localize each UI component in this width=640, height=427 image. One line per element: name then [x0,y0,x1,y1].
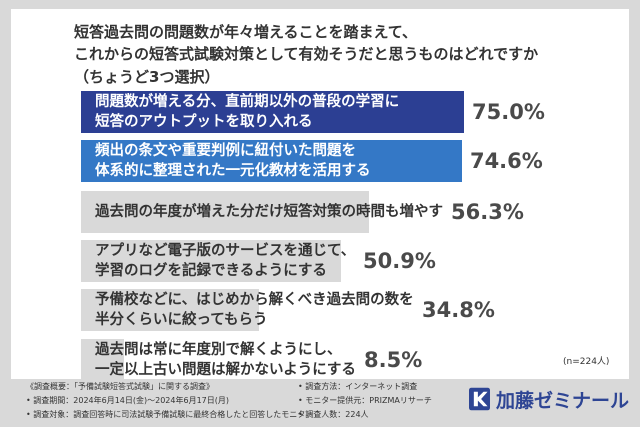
chart-card: 短答過去問の問題数が年々増えることを踏まえて、 これからの短答式試験対策として有… [11,9,629,381]
bar-value-label: 74.6% [469,149,543,173]
bar [81,240,341,282]
bar-row: 過去問の年度が増えた分だけ短答対策の時間も増やす 56.3% [11,191,629,233]
bar-category-label: 予備校などに、はじめから解くべき過去問の数を 半分くらいに絞ってもらう [95,292,414,328]
bar [81,289,259,331]
bar-category-label: 過去問の年度が増えた分だけ短答対策の時間も増やす [95,204,443,220]
bar [81,91,464,133]
bar-value-label: 50.9% [363,249,436,273]
question-line-3: （ちょうど3つ選択） [74,68,220,86]
survey-method: • 調査方法：インターネット調査 [298,382,418,391]
bar [81,191,369,233]
kato-seminar-logo: 加藤ゼミナール [469,383,629,415]
bar-row: 頻出の条文や重要判例に紐付いた問題を 体系的に整理された一元化教材を活用する 74… [11,140,629,182]
bar-category-label: 問題数が増える分、直前期以外の普段の学習に 短答のアウトプットを取り入れる [95,94,400,130]
question-line-2: これからの短答式試験対策として有効そうだと思うものはどれですか [74,45,539,63]
survey-target: • 調査対象：調査回答時に司法試験予備試験に最終合格したと回答したモニター [26,410,314,419]
bar-row: 予備校などに、はじめから解くべき過去問の数を 半分くらいに絞ってもらう 34.8% [11,289,629,331]
kato-seminar-logo-mark-icon [469,387,490,411]
bar-row: 問題数が増える分、直前期以外の普段の学習に 短答のアウトプットを取り入れる 75.… [11,91,629,133]
survey-name: 《調査概要：「予備試験短答式試験」に関する調査》 [26,382,214,391]
bar-value-label: 34.8% [422,298,495,322]
survey-monitor: • モニター提供元：PRIZMAリサーチ [298,396,432,405]
bar-category-label: 過去問は常に年度別で解くようにし、 一定以上古い問題は解かないようにする [95,342,356,378]
bar [81,140,462,182]
bar-value-label: 75.0% [472,100,545,124]
logo-text: 加藤ゼミナール [495,389,629,412]
survey-period: • 調査期間：2024年6月14日(金)～2024年6月17日(月) [26,396,230,405]
sample-size-note: (n=224人) [563,357,610,367]
survey-footer: 《調査概要：「予備試験短答式試験」に関する調査》 • 調査期間：2024年6月1… [0,379,640,427]
question-line-1: 短答過去問の問題数が年々増えることを踏まえて、 [74,23,418,41]
bar-category-label: 頻出の条文や重要判例に紐付いた問題を 体系的に整理された一元化教材を活用する [95,143,371,179]
bar-value-label: 8.5% [364,348,423,372]
bar [81,339,125,381]
bar-row: 過去問は常に年度別で解くようにし、 一定以上古い問題は解かないようにする 8.5% [11,339,629,381]
bar-value-label: 56.3% [451,200,524,224]
bar-row: アプリなど電子版のサービスを通じて、 学習のログを記録できるようにする 50.9% [11,240,629,282]
survey-count: • 調査人数：224人 [298,410,369,419]
bar-category-label: アプリなど電子版のサービスを通じて、 学習のログを記録できるようにする [95,243,356,279]
